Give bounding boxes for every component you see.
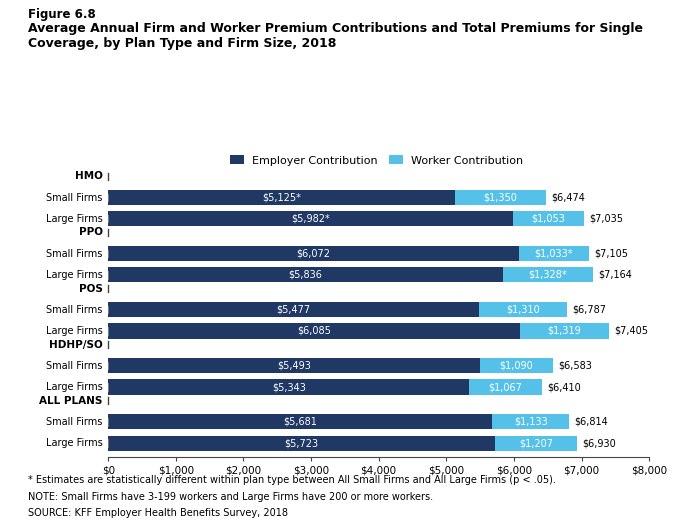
Text: Average Annual Firm and Worker Premium Contributions and Total Premiums for Sing: Average Annual Firm and Worker Premium C…: [28, 22, 643, 35]
Text: $6,474: $6,474: [551, 193, 586, 203]
Text: $1,207: $1,207: [519, 438, 553, 448]
Text: $1,033*: $1,033*: [535, 249, 573, 259]
Text: PPO: PPO: [79, 227, 103, 237]
Bar: [108, 267, 503, 282]
Text: $7,105: $7,105: [594, 249, 628, 259]
Text: $1,067: $1,067: [489, 382, 523, 392]
Bar: [492, 414, 569, 429]
Text: $7,405: $7,405: [614, 326, 648, 336]
Bar: [495, 436, 577, 450]
Text: $6,814: $6,814: [574, 417, 608, 427]
Text: $5,493: $5,493: [277, 361, 311, 371]
Text: $6,787: $6,787: [572, 304, 607, 315]
Bar: [519, 246, 588, 261]
Text: Small Firms: Small Firms: [46, 361, 103, 371]
Text: Small Firms: Small Firms: [46, 193, 103, 203]
Text: Large Firms: Large Firms: [46, 326, 103, 336]
Bar: [108, 190, 454, 205]
Text: $6,930: $6,930: [582, 438, 616, 448]
Bar: [108, 246, 519, 261]
Text: $7,164: $7,164: [598, 270, 632, 280]
Text: $1,328*: $1,328*: [528, 270, 567, 280]
Text: Small Firms: Small Firms: [46, 417, 103, 427]
Bar: [519, 323, 609, 339]
Text: $6,583: $6,583: [558, 361, 593, 371]
Text: Large Firms: Large Firms: [46, 270, 103, 280]
Legend: Employer Contribution, Worker Contribution: Employer Contribution, Worker Contributi…: [230, 155, 524, 165]
Bar: [108, 358, 480, 373]
Text: $6,410: $6,410: [547, 382, 581, 392]
Text: ALL PLANS: ALL PLANS: [39, 396, 103, 406]
Text: $1,053: $1,053: [531, 214, 565, 224]
Bar: [108, 302, 479, 317]
Bar: [470, 380, 542, 395]
Text: HDHP/SO: HDHP/SO: [49, 340, 103, 350]
Text: $1,319: $1,319: [547, 326, 581, 336]
Text: $1,310: $1,310: [506, 304, 540, 315]
Text: Large Firms: Large Firms: [46, 382, 103, 392]
Bar: [108, 211, 513, 226]
Text: * Estimates are statistically different within plan type between All Small Firms: * Estimates are statistically different …: [28, 475, 556, 485]
Text: $5,681: $5,681: [283, 417, 317, 427]
Text: $5,836: $5,836: [288, 270, 322, 280]
Text: NOTE: Small Firms have 3-199 workers and Large Firms have 200 or more workers.: NOTE: Small Firms have 3-199 workers and…: [28, 492, 433, 502]
Text: Coverage, by Plan Type and Firm Size, 2018: Coverage, by Plan Type and Firm Size, 20…: [28, 37, 336, 50]
Text: $5,343: $5,343: [272, 382, 306, 392]
Bar: [108, 414, 492, 429]
Bar: [503, 267, 593, 282]
Text: $1,133: $1,133: [514, 417, 547, 427]
Text: $5,477: $5,477: [276, 304, 311, 315]
Text: Small Firms: Small Firms: [46, 304, 103, 315]
Text: Large Firms: Large Firms: [46, 438, 103, 448]
Text: Large Firms: Large Firms: [46, 214, 103, 224]
Text: POS: POS: [79, 284, 103, 293]
Bar: [479, 302, 567, 317]
Text: $6,085: $6,085: [297, 326, 331, 336]
Text: $7,035: $7,035: [589, 214, 623, 224]
Bar: [108, 323, 519, 339]
Text: Small Firms: Small Firms: [46, 249, 103, 259]
Bar: [108, 436, 495, 450]
Text: SOURCE: KFF Employer Health Benefits Survey, 2018: SOURCE: KFF Employer Health Benefits Sur…: [28, 508, 288, 518]
Bar: [108, 380, 470, 395]
Text: HMO: HMO: [75, 171, 103, 182]
Text: $5,723: $5,723: [285, 438, 319, 448]
Text: $5,982*: $5,982*: [291, 214, 330, 224]
Text: $1,090: $1,090: [500, 361, 533, 371]
Bar: [480, 358, 554, 373]
Text: $5,125*: $5,125*: [262, 193, 301, 203]
Text: $6,072: $6,072: [297, 249, 330, 259]
Bar: [513, 211, 584, 226]
Text: Figure 6.8: Figure 6.8: [28, 8, 96, 21]
Text: $1,350: $1,350: [484, 193, 517, 203]
Bar: [454, 190, 546, 205]
